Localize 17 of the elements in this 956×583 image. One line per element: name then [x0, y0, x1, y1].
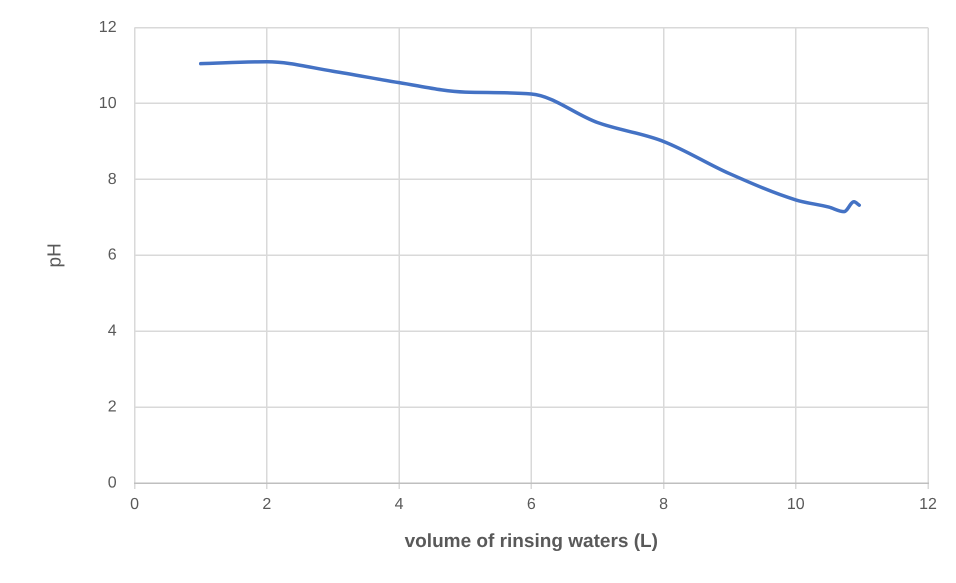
y-tick-label: 4	[108, 322, 117, 340]
x-tick-label: 2	[262, 496, 272, 514]
y-tick-label: 2	[108, 398, 117, 416]
y-tick-label: 8	[108, 170, 117, 188]
x-tick-label: 6	[526, 496, 536, 514]
y-tick-label: 0	[108, 474, 117, 492]
x-tick-label: 8	[659, 496, 668, 514]
y-tick-label: 10	[98, 94, 117, 112]
x-tick-label: 4	[394, 496, 404, 514]
y-axis-title: pH	[44, 243, 66, 268]
y-tick-label: 12	[98, 19, 117, 36]
x-axis-title: volume of rinsing waters (L)	[404, 530, 658, 552]
x-tick-label: 0	[130, 496, 140, 514]
line-series	[198, 60, 861, 214]
x-tick-label: 10	[786, 496, 805, 514]
y-tick-label: 6	[108, 246, 117, 264]
x-tick-label: 12	[919, 496, 937, 514]
